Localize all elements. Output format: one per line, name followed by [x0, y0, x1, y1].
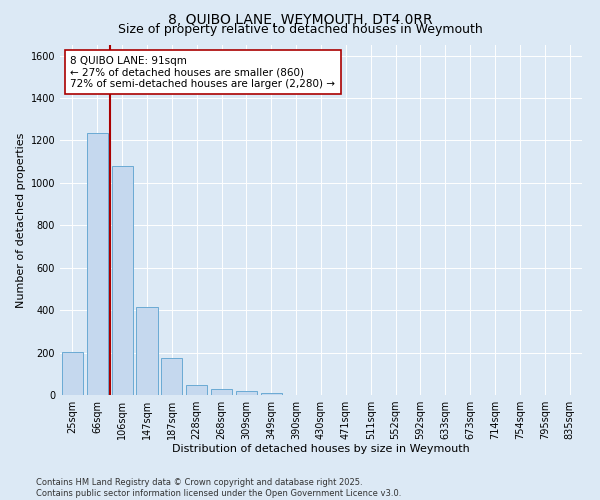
X-axis label: Distribution of detached houses by size in Weymouth: Distribution of detached houses by size … [172, 444, 470, 454]
Bar [136, 307, 158, 395]
Text: 8, QUIBO LANE, WEYMOUTH, DT4 0RR: 8, QUIBO LANE, WEYMOUTH, DT4 0RR [167, 12, 433, 26]
Bar [261, 393, 282, 395]
Text: Contains HM Land Registry data © Crown copyright and database right 2025.
Contai: Contains HM Land Registry data © Crown c… [36, 478, 401, 498]
Bar [62, 352, 83, 395]
Bar [112, 166, 133, 395]
Bar [211, 389, 232, 395]
Y-axis label: Number of detached properties: Number of detached properties [16, 132, 26, 308]
Bar [186, 386, 207, 395]
Bar [87, 133, 108, 395]
Bar [236, 391, 257, 395]
Bar [161, 358, 182, 395]
Text: 8 QUIBO LANE: 91sqm
← 27% of detached houses are smaller (860)
72% of semi-detac: 8 QUIBO LANE: 91sqm ← 27% of detached ho… [70, 56, 335, 88]
Text: Size of property relative to detached houses in Weymouth: Size of property relative to detached ho… [118, 22, 482, 36]
